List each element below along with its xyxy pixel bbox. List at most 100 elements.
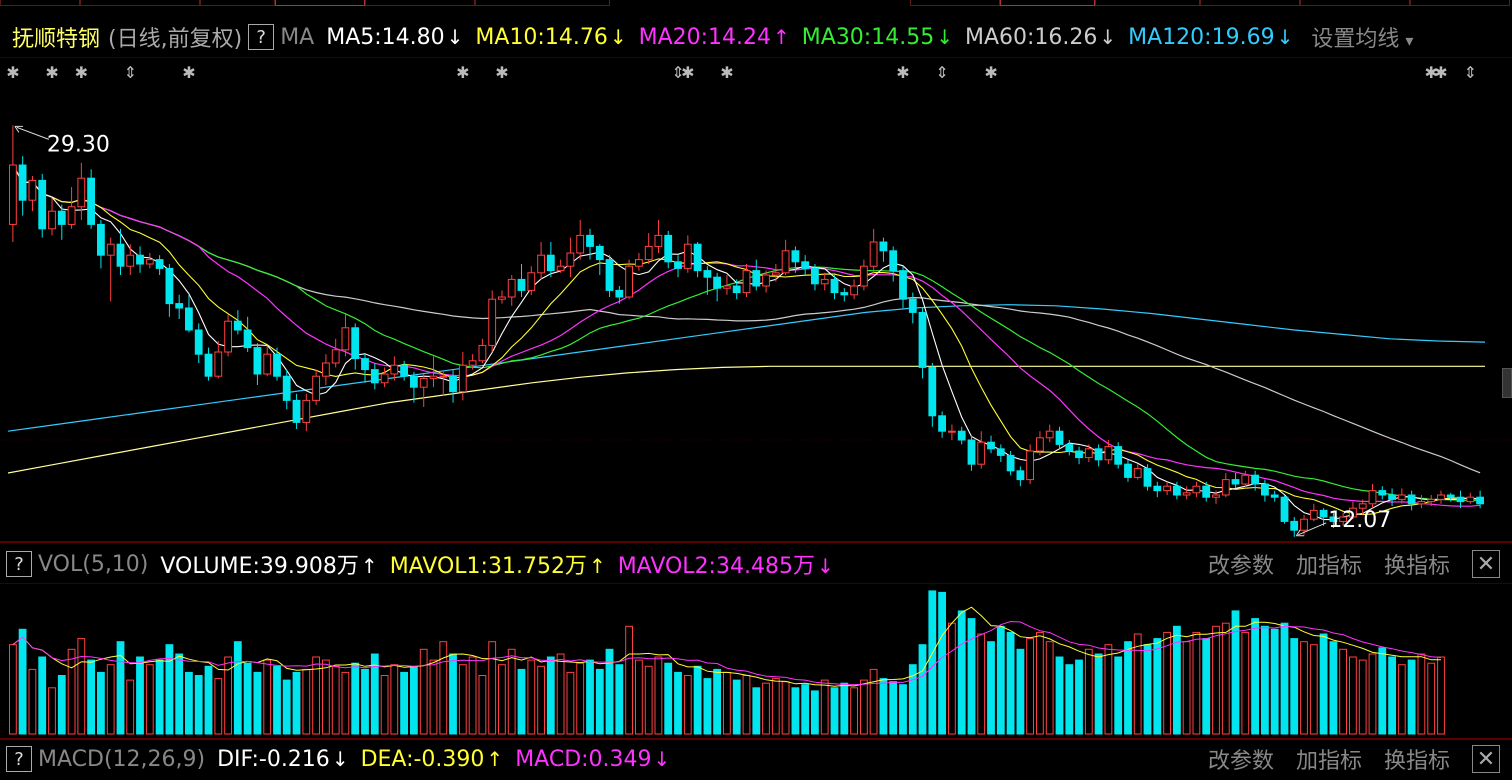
volume-chart[interactable] bbox=[0, 584, 1512, 736]
volume-bar bbox=[478, 675, 487, 735]
macd-switch-indicator-button[interactable]: 换指标 bbox=[1383, 749, 1450, 774]
vol-indicator-name: VOL(5,10) bbox=[38, 551, 149, 577]
candle bbox=[1397, 488, 1406, 504]
candle bbox=[1241, 470, 1250, 489]
candle bbox=[97, 220, 105, 269]
candle bbox=[204, 347, 213, 381]
candle bbox=[292, 393, 301, 429]
candle bbox=[664, 231, 673, 269]
volume-bar bbox=[820, 679, 829, 735]
candle bbox=[263, 345, 272, 377]
volume-bar bbox=[781, 681, 790, 735]
volume-bar bbox=[683, 675, 692, 735]
settings-ma-button[interactable]: 设置均线 ▾ bbox=[1311, 27, 1414, 52]
volume-bar bbox=[1329, 641, 1338, 735]
candle bbox=[478, 338, 487, 363]
ma-arrow-icon: ↓ bbox=[609, 24, 627, 49]
candle bbox=[908, 292, 917, 324]
vol-add-indicator-button[interactable]: 加指标 bbox=[1295, 554, 1362, 579]
candle bbox=[1114, 442, 1123, 469]
candle bbox=[302, 393, 311, 432]
volume-bar bbox=[263, 659, 272, 735]
volume-bar bbox=[537, 665, 546, 735]
volume-bar bbox=[546, 656, 555, 735]
volume-bar bbox=[703, 678, 712, 735]
ma-arrow-icon: ↓ bbox=[446, 24, 464, 49]
low-pointer bbox=[1298, 522, 1327, 536]
volume-bar bbox=[850, 687, 859, 735]
volume-bar bbox=[693, 665, 702, 735]
help-button[interactable]: ? bbox=[248, 24, 275, 50]
volume-bar bbox=[1202, 638, 1211, 735]
macd-close-icon[interactable]: ✕ bbox=[1472, 745, 1500, 773]
macd-change-params-button[interactable]: 改参数 bbox=[1207, 749, 1274, 774]
macd-add-indicator-button[interactable]: 加指标 bbox=[1295, 749, 1362, 774]
candle bbox=[429, 356, 438, 388]
volume-bar bbox=[1075, 659, 1083, 735]
candle bbox=[1143, 464, 1152, 491]
candle bbox=[625, 259, 634, 300]
volume-bar bbox=[380, 675, 389, 735]
candle bbox=[1417, 495, 1426, 509]
volume-bar bbox=[1437, 656, 1445, 735]
volume-bar bbox=[664, 662, 673, 735]
volume-bar bbox=[194, 675, 203, 735]
volume-bar bbox=[18, 628, 27, 735]
volume-bar bbox=[771, 678, 780, 735]
candle bbox=[9, 125, 17, 242]
candle bbox=[987, 435, 995, 454]
macd-help-button[interactable]: ? bbox=[6, 746, 32, 772]
volume-bar bbox=[224, 656, 232, 735]
candle bbox=[243, 316, 252, 352]
volume-bar bbox=[116, 641, 125, 735]
ma-arrow-icon: ↓ bbox=[936, 24, 953, 49]
volume-bar bbox=[1339, 648, 1347, 735]
vol-close-icon[interactable]: ✕ bbox=[1472, 550, 1500, 578]
candle bbox=[136, 246, 144, 273]
event-marker-icon: ⇕ bbox=[124, 63, 137, 82]
candle bbox=[77, 162, 86, 220]
candle bbox=[1290, 517, 1299, 537]
candle bbox=[116, 228, 125, 275]
volume-bar bbox=[28, 668, 37, 735]
volume-bar bbox=[576, 662, 585, 735]
volume-bar bbox=[449, 653, 457, 735]
candle bbox=[840, 288, 849, 302]
volume-bar bbox=[1378, 647, 1387, 735]
volume-bar bbox=[1231, 610, 1240, 735]
vol-switch-indicator-button[interactable]: 换指标 bbox=[1383, 554, 1450, 579]
volume-bar bbox=[605, 648, 614, 735]
macd-value: MACD:0.349 ↓ bbox=[515, 746, 671, 772]
candle bbox=[1026, 444, 1034, 484]
macd-divider bbox=[0, 738, 1512, 740]
volume-bar bbox=[165, 644, 174, 735]
candle bbox=[918, 308, 927, 379]
volume-bar bbox=[419, 648, 428, 735]
mavol2-value: MAVOL2:34.485万 ↓ bbox=[617, 554, 834, 579]
volume-bar bbox=[732, 679, 741, 735]
volume-bar bbox=[801, 684, 810, 735]
dif-value: DIF:-0.216 ↓ bbox=[217, 746, 349, 772]
candle bbox=[996, 444, 1005, 462]
volume-bar bbox=[1251, 618, 1259, 735]
volume-bar bbox=[175, 653, 184, 735]
vol-change-params-button[interactable]: 改参数 bbox=[1207, 554, 1274, 579]
candle bbox=[1084, 444, 1093, 462]
candle bbox=[742, 264, 751, 297]
volume-bar bbox=[302, 668, 311, 735]
candle bbox=[1104, 440, 1113, 465]
volume-bar bbox=[1182, 641, 1191, 735]
volume-bar bbox=[9, 644, 17, 735]
candle bbox=[1094, 444, 1103, 467]
candle bbox=[1173, 481, 1181, 500]
volume-bar bbox=[1026, 638, 1034, 735]
volume-bar bbox=[429, 659, 438, 735]
volume-bar bbox=[410, 665, 418, 735]
candle bbox=[1192, 481, 1201, 498]
candle bbox=[273, 347, 281, 381]
scrollbar-thumb[interactable] bbox=[1502, 368, 1512, 398]
volume-bar bbox=[1270, 628, 1279, 735]
vol-help-button[interactable]: ? bbox=[6, 551, 32, 577]
macd-header: ? MACD(12,26,9) DIF:-0.216 ↓ DEA:-0.390 ↑ … bbox=[0, 742, 1512, 776]
